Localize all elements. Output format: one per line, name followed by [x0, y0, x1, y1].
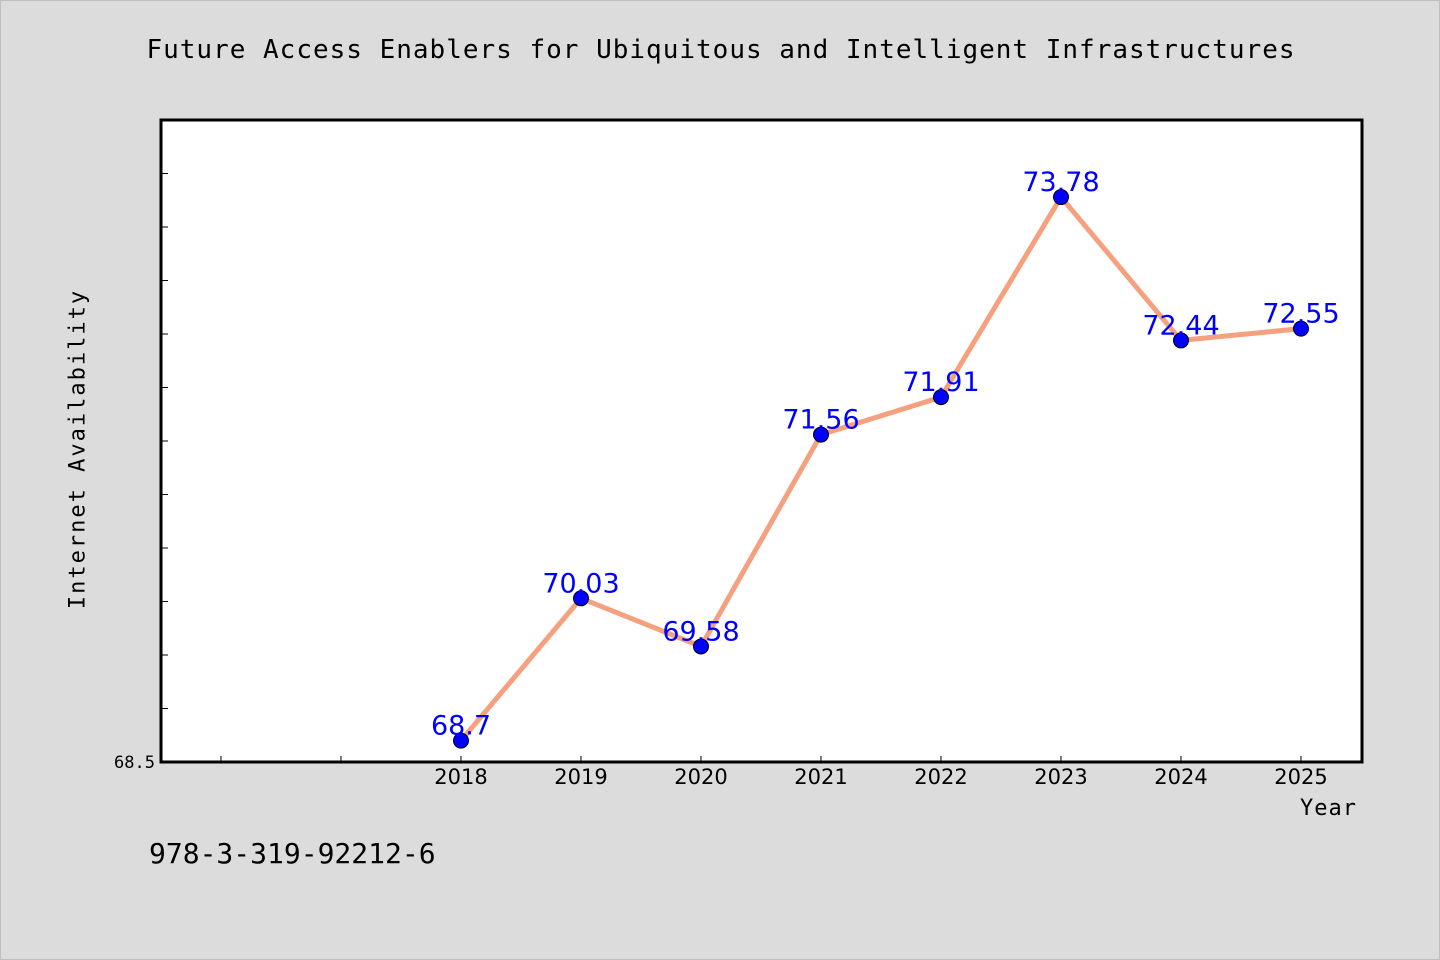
- data-label: 68.7: [431, 711, 491, 742]
- data-point: [1293, 320, 1309, 337]
- x-tick-label: 2022: [914, 765, 967, 789]
- data-point: [813, 426, 829, 443]
- x-tick-label: 2020: [674, 765, 727, 789]
- x-tick-label: 2018: [434, 765, 487, 789]
- data-label: 69.58: [662, 616, 739, 647]
- data-point: [693, 638, 709, 655]
- data-point: [453, 732, 469, 749]
- data-label: 71.91: [902, 367, 979, 398]
- x-tick-label: 2024: [1154, 765, 1207, 789]
- chart-title: Future Access Enablers for Ubiquitous an…: [146, 35, 1296, 65]
- data-label: 72.55: [1262, 299, 1339, 330]
- x-axis-label: Year: [1300, 796, 1357, 821]
- data-label: 72.44: [1142, 310, 1219, 341]
- y-tick-label: 68.5: [114, 753, 155, 773]
- data-label: 73.78: [1022, 167, 1099, 198]
- data-point: [1053, 189, 1069, 206]
- data-label: 70.03: [542, 568, 619, 599]
- x-tick-label: 2025: [1274, 765, 1327, 789]
- data-point: [1173, 332, 1189, 349]
- data-point: [933, 389, 949, 406]
- x-tick-label: 2021: [794, 765, 847, 789]
- footnote-isbn: 978-3-319-92212-6: [149, 837, 436, 870]
- series-line: [458, 194, 1304, 744]
- data-label: 71.56: [782, 405, 859, 436]
- x-tick-label: 2019: [554, 765, 607, 789]
- plot-area: [159, 118, 1364, 764]
- x-tick-label: 2023: [1034, 765, 1087, 789]
- data-point: [573, 590, 589, 607]
